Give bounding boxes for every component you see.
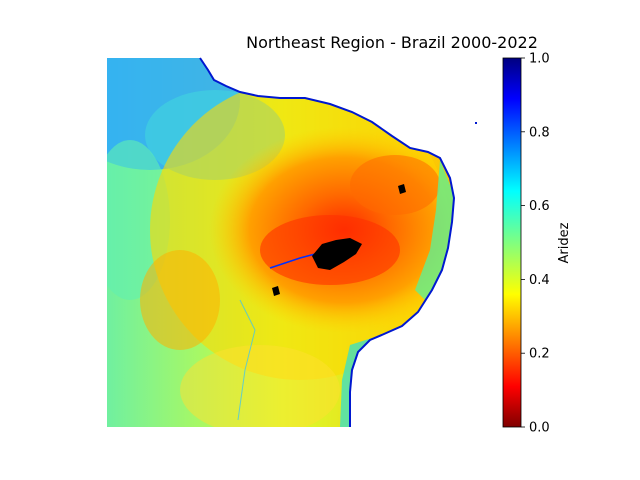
no-data-patch-west [272,286,280,296]
no-data-patch-central [312,238,362,270]
aridity-map [107,57,477,427]
colorbar-gradient [502,57,522,428]
arid-zone-northeast [350,155,440,215]
colorbar-tick-label: 1.0 [529,52,550,67]
arid-zone-southwest [140,250,220,350]
colorbar-tick-label: 0.0 [529,421,550,436]
colorbar-label: Aridez [557,222,572,263]
page-title: Northeast Region - Brazil 2000-2022 [246,33,538,52]
island [475,122,477,124]
colorbar-tick-label: 0.8 [529,125,550,140]
colorbar-tick-label: 0.4 [529,273,550,288]
coastline [199,57,456,427]
colorbar-tick-label: 0.6 [529,199,550,214]
colorbar-ticks: 0.0 0.2 0.4 0.6 0.8 1.0 [521,52,550,436]
no-data-patch-northeast [398,184,406,194]
colorbar: 0.0 0.2 0.4 0.6 0.8 1.0 Aridez [502,52,572,436]
humid-zone-west [107,140,170,300]
river-south [237,299,256,421]
semi-arid-south [180,345,340,427]
colorbar-tick-label: 0.2 [529,347,550,362]
